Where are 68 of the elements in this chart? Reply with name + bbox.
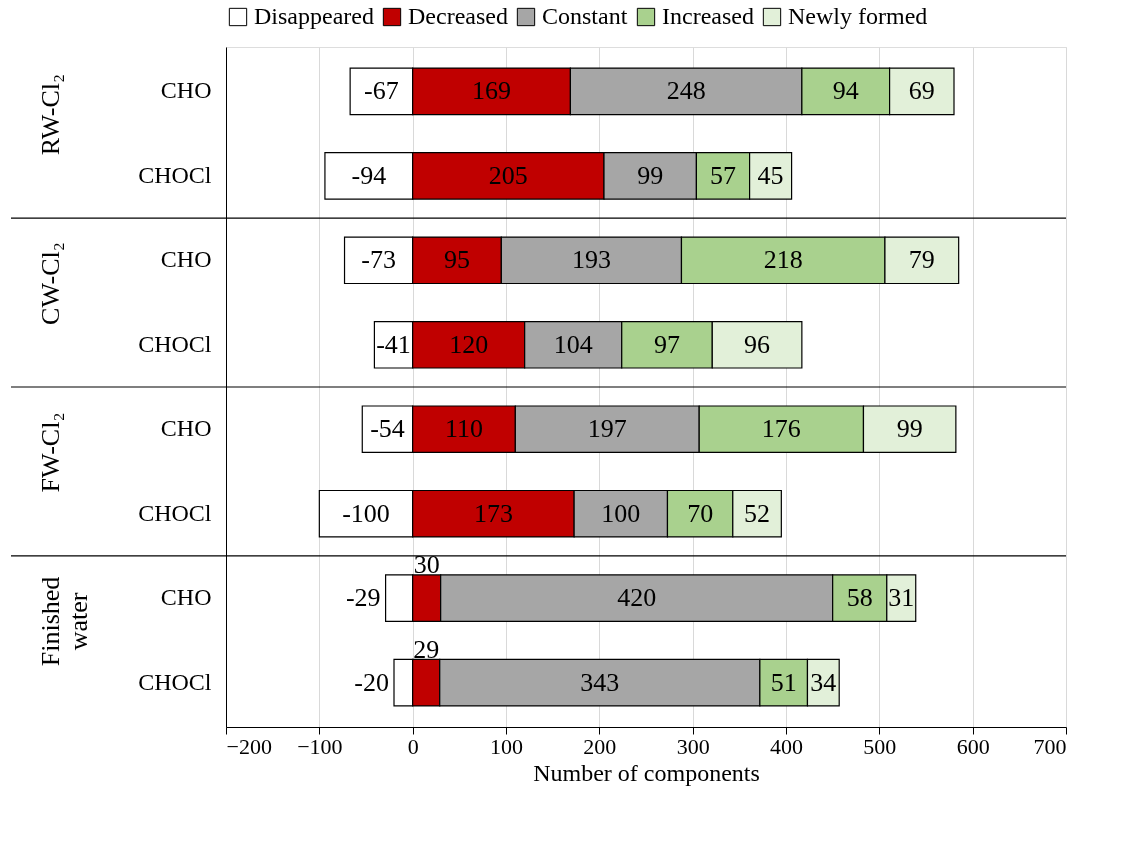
data-label: 343: [580, 667, 620, 697]
x-tick-label: 400: [770, 733, 803, 759]
x-tick-label: 700: [1033, 733, 1067, 759]
y-tick-label: CHOCl: [138, 668, 212, 695]
data-label: 218: [763, 245, 803, 275]
data-label: -67: [364, 76, 399, 106]
legend-label: Newly formed: [788, 3, 928, 29]
x-tick-label: 300: [676, 733, 710, 759]
x-tick-label: 200: [583, 733, 617, 759]
data-label: 79: [908, 245, 935, 275]
x-axis-title: Number of components: [533, 759, 760, 786]
data-label: -20: [354, 667, 389, 697]
data-label: 99: [896, 414, 923, 444]
data-label: 34: [810, 667, 837, 697]
data-label: 51: [770, 667, 797, 697]
y-tick-label: CHO: [160, 584, 212, 611]
data-label: -54: [370, 414, 405, 444]
legend-label: Disappeared: [254, 3, 374, 29]
legend-label: Decreased: [408, 3, 508, 29]
text: Finished water: [36, 576, 93, 667]
data-label: 120: [449, 329, 489, 359]
data-label: 31: [888, 583, 915, 613]
y-tick-label: CHOCl: [138, 499, 212, 526]
legend-label: Increased: [662, 3, 754, 29]
x-tick-label: 600: [956, 733, 990, 759]
x-tick-label: 100: [490, 733, 523, 759]
data-label: -29: [345, 583, 381, 613]
data-label: -100: [342, 498, 390, 528]
data-label: 97: [654, 329, 680, 359]
data-label: 176: [761, 414, 801, 444]
data-label: 29: [413, 634, 440, 664]
data-label: 30: [413, 550, 440, 580]
legend-label: Constant: [542, 3, 628, 29]
x-tick-label: 500: [863, 733, 897, 759]
data-label: 100: [601, 498, 641, 528]
data-label: 57: [710, 160, 736, 190]
x-tick-label: 0: [407, 733, 419, 759]
text: FW-Cl₂: [36, 412, 65, 493]
text: RW-Cl₂: [36, 73, 65, 156]
x-tick-label: −100: [297, 733, 343, 759]
data-label: 58: [846, 583, 873, 613]
y-tick-label: CHOCl: [138, 161, 212, 188]
data-label: 95: [444, 245, 470, 275]
data-label: 197: [587, 414, 627, 444]
data-label: 45: [757, 160, 784, 190]
data-label: 96: [744, 329, 771, 359]
y-tick-label: CHO: [160, 77, 212, 104]
data-label: 110: [444, 414, 484, 444]
y-tick-label: CHO: [160, 415, 212, 442]
data-label: -73: [361, 245, 396, 275]
y-tick-label: CHO: [160, 246, 212, 273]
data-label: 70: [687, 498, 714, 528]
data-label: 94: [832, 76, 859, 106]
data-label: 104: [553, 329, 593, 359]
data-label: -94: [351, 160, 387, 190]
data-label: 205: [488, 160, 528, 190]
data-label: 248: [666, 76, 706, 106]
data-label: 173: [473, 498, 513, 528]
data-label: -41: [376, 329, 411, 359]
data-label: 193: [571, 245, 611, 275]
data-label: 169: [472, 76, 512, 106]
text: CW-Cl₂: [36, 242, 65, 325]
data-label: 420: [617, 583, 657, 613]
data-label: 69: [908, 76, 935, 106]
x-tick-label: −200: [226, 733, 272, 759]
y-tick-label: CHOCl: [138, 330, 212, 357]
data-label: 52: [744, 498, 771, 528]
data-label: 99: [637, 160, 664, 190]
